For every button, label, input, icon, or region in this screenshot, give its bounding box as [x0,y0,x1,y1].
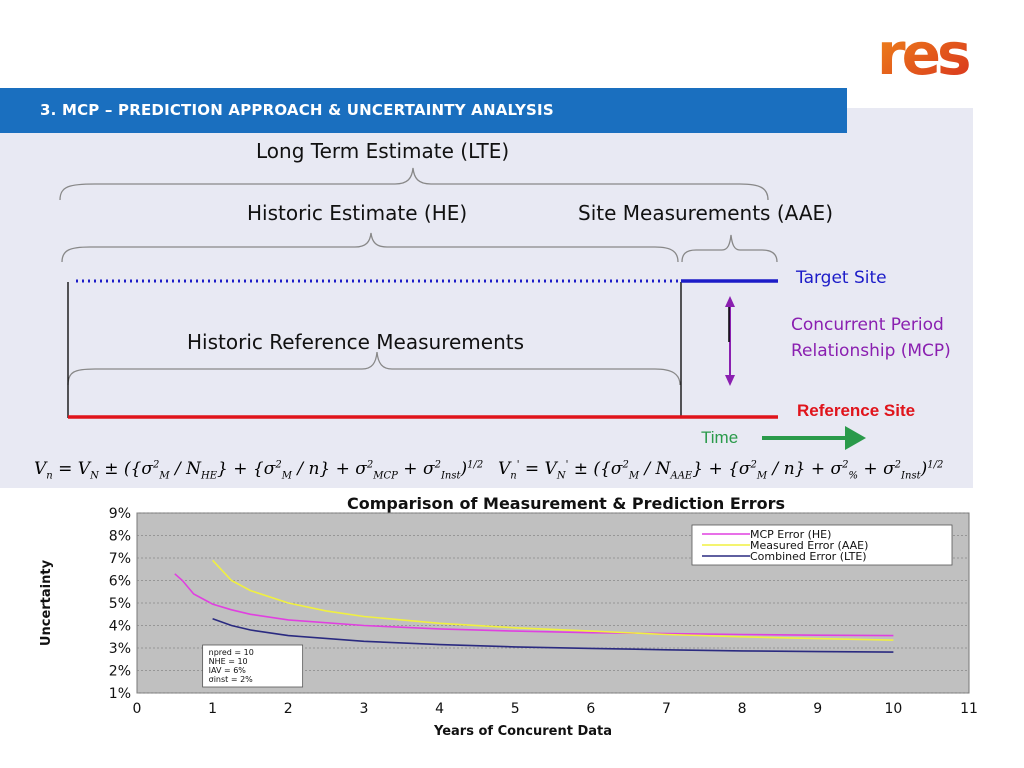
hist-ref-brace [67,351,681,386]
logo-text: res [877,22,969,82]
aae-label: Site Measurements (AAE) [578,201,833,225]
time-arrow-head [845,426,866,450]
mcp-arrow-up-head [725,296,735,307]
y-tick-label: 7% [109,551,131,567]
y-tick-label: 3% [109,641,131,657]
series-line-1 [212,559,894,641]
parameter-line: NHE = 10 [209,657,248,666]
time-label: Time [701,428,739,447]
page-title: 3. MCP – PREDICTION APPROACH & UNCERTAIN… [40,101,554,119]
parameter-line: σinst = 2% [209,675,254,684]
equation-right: Vn' = VN' ± ({σ2M / NAAE} + {σ2M / n} + … [498,459,944,482]
legend-entry: MCP Error (HE) [750,528,831,541]
hist-ref-label: Historic Reference Measurements [187,330,525,354]
target-site-label: Target Site [796,268,887,288]
x-tick-label: 11 [960,701,978,717]
parameter-line: npred = 10 [209,648,254,657]
diagram-panel [0,108,973,488]
header-bar [0,88,847,133]
he-label: Historic Estimate (HE) [247,201,468,225]
x-tick-label: 0 [133,701,142,717]
lte-brace [59,167,769,201]
mcp-arrow-down-head [725,375,735,386]
x-tick-label: 1 [208,701,217,717]
he-brace [61,232,679,263]
x-tick-label: 8 [738,701,747,717]
x-axis-label: Years of Concurent Data [433,724,612,739]
chart-svg: Comparison of Measurement & Prediction E… [39,494,978,739]
legend-entry: Combined Error (LTE) [750,550,867,563]
y-tick-label: 9% [109,506,131,522]
res-logo-graphic: res [877,20,973,88]
y-axis-label: Uncertainty [39,559,54,646]
mcp-label-line1: Concurrent Period [791,315,944,335]
series-line-2 [212,618,894,653]
y-tick-label: 1% [109,686,131,702]
x-tick-label: 10 [884,701,902,717]
y-tick-label: 8% [109,529,131,545]
aae-brace [681,234,778,263]
parameter-line: IAV = 6% [209,666,247,675]
parameter-box [202,644,304,688]
x-tick-label: 3 [359,701,368,717]
x-tick-label: 6 [586,701,595,717]
chart-title: Comparison of Measurement & Prediction E… [347,494,785,513]
legend-entry: Measured Error (AAE) [750,539,868,552]
x-tick-label: 9 [813,701,822,717]
y-tick-label: 4% [109,619,131,635]
y-tick-label: 5% [109,596,131,612]
equation-left: Vn = VN ± ({σ2M / NHE} + {σ2M / n} + σ2M… [34,459,484,482]
x-tick-label: 5 [511,701,520,717]
x-tick-label: 2 [284,701,293,717]
lte-label: Long Term Estimate (LTE) [256,139,510,163]
y-tick-label: 2% [109,664,131,680]
series-line-0 [174,573,894,637]
x-tick-label: 4 [435,701,444,717]
y-tick-label: 6% [109,574,131,590]
diagram-graphic [59,167,866,450]
reference-site-label: Reference Site [797,401,916,420]
company-logo: res [877,20,977,88]
mcp-label-line2: Relationship (MCP) [791,341,951,361]
x-tick-label: 7 [662,701,671,717]
